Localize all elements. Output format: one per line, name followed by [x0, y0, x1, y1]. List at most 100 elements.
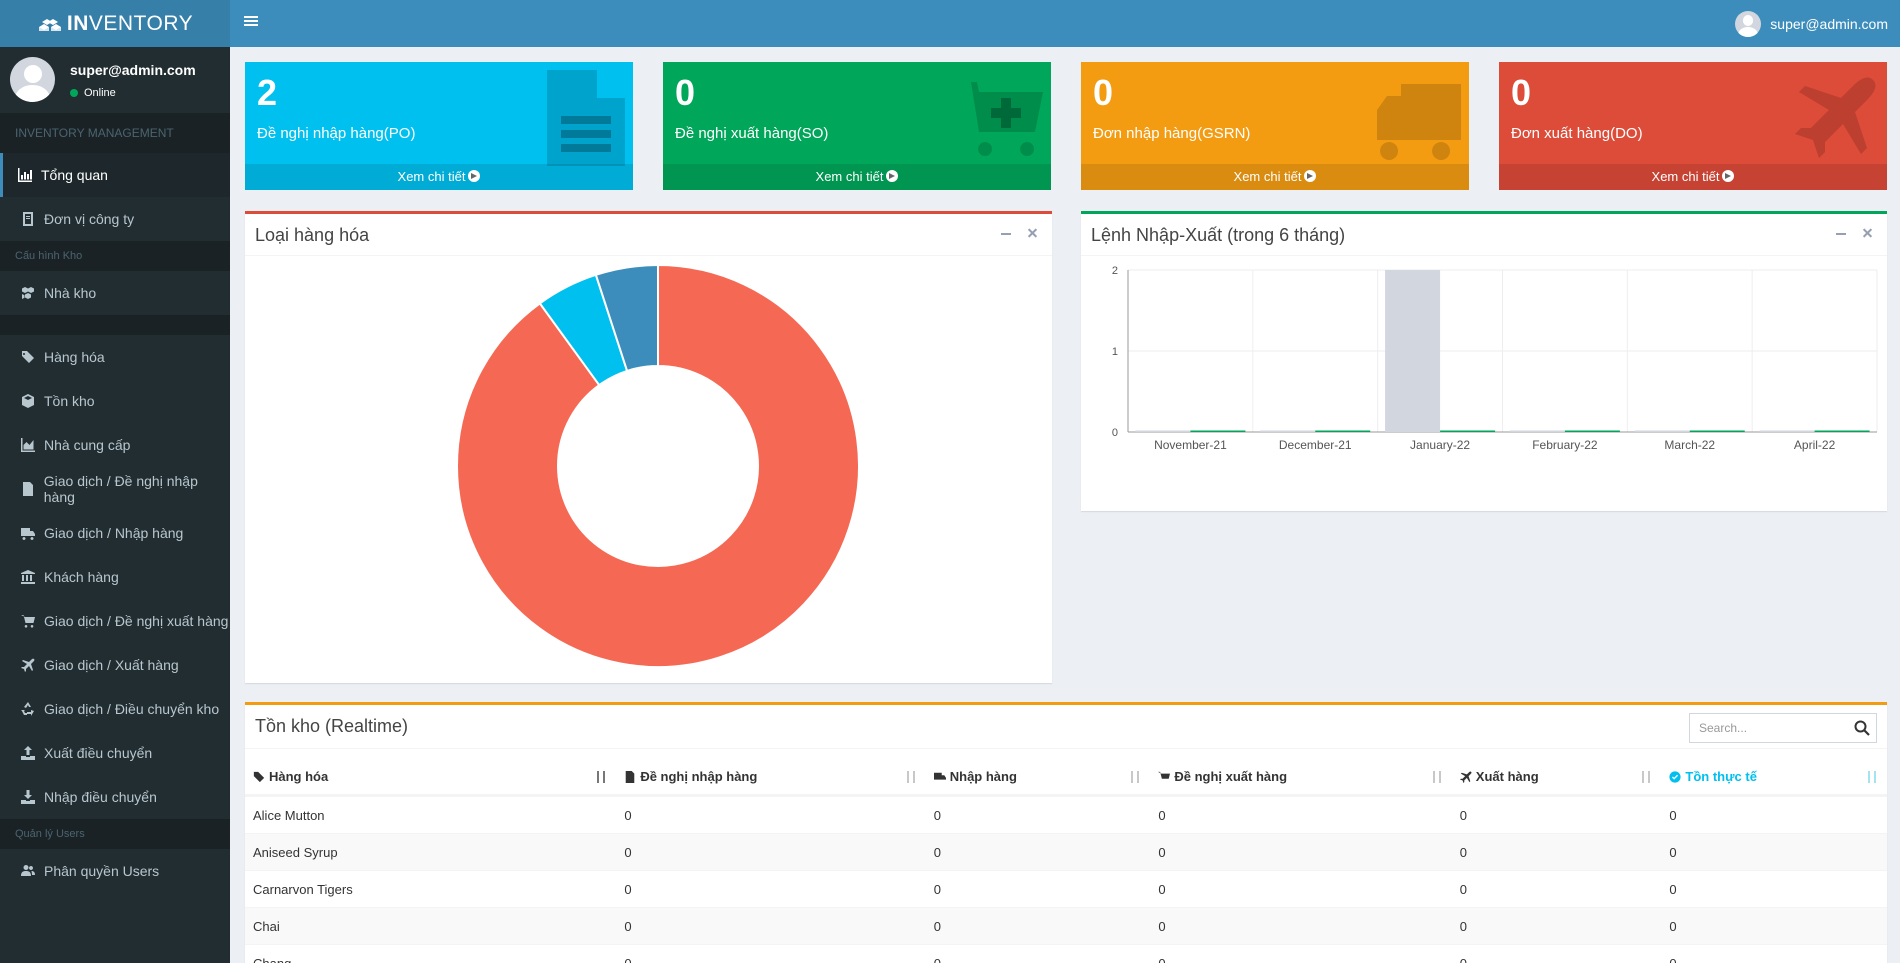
tags-icon — [253, 771, 265, 783]
sort-icon[interactable] — [906, 771, 918, 784]
sidebar-item-label: Phân quyền Users — [44, 863, 160, 879]
sidebar-toggle-icon[interactable] — [244, 14, 258, 28]
column-header-label: Nhập hàng — [949, 769, 1017, 784]
sidebar-item-transfer-in[interactable]: Nhập điều chuyển — [0, 775, 230, 819]
sidebar-section-header: Quản lý Users — [0, 819, 230, 849]
sidebar-item-warehouse[interactable]: Nhà kho — [0, 271, 230, 315]
close-icon[interactable] — [1026, 227, 1038, 239]
upload-icon — [20, 746, 36, 760]
user-avatar — [1735, 10, 1762, 37]
so-label: Đề nghị xuất hàng(SO) — [675, 125, 829, 142]
plane-icon — [20, 658, 36, 672]
truck-icon — [20, 526, 36, 540]
column-header-receipt[interactable]: Nhập hàng — [926, 759, 1151, 794]
table-row[interactable]: Alice Mutton 0 0 0 0 0 — [245, 796, 1887, 833]
gsrn-details-link[interactable]: Xem chi tiết — [1081, 164, 1469, 190]
info-box-do: 0 Đơn xuất hàng(DO) Xem chi tiết — [1499, 62, 1887, 190]
sidebar-item-company-units[interactable]: Đơn vị công ty — [0, 197, 230, 241]
sidebar-item-label: Giao dịch / Điều chuyển kho — [44, 701, 220, 717]
x-tick-label: January-22 — [1410, 438, 1470, 452]
sidebar-item-delivery[interactable]: Giao dịch / Xuất hàng — [0, 643, 230, 687]
download-icon — [20, 790, 36, 804]
gsrn-details-text: Xem chi tiết — [1233, 169, 1302, 184]
column-header-label: Đề nghị nhập hàng — [640, 769, 758, 784]
search-input[interactable] — [1690, 714, 1840, 742]
sidebar-item-stock[interactable]: Tồn kho — [0, 379, 230, 423]
info-box-gsrn: 0 Đơn nhập hàng(GSRN) Xem chi tiết — [1081, 62, 1469, 190]
column-header-sales-request[interactable]: Đề nghị xuất hàng — [1150, 759, 1451, 794]
so-count: 0 — [675, 72, 696, 113]
sort-icon[interactable] — [1432, 771, 1444, 784]
po-details-link[interactable]: Xem chi tiết — [245, 164, 633, 190]
online-dot-icon — [70, 89, 78, 97]
sidebar-item-dashboard[interactable]: Tổng quan — [0, 153, 230, 197]
table-row[interactable]: Chang 0 0 0 0 0 — [245, 944, 1887, 963]
sidebar-user-name: super@admin.com — [70, 62, 196, 78]
goods-type-donut-chart — [456, 263, 860, 668]
sort-icon[interactable] — [1867, 771, 1879, 784]
sidebar-item-transfer[interactable]: Giao dịch / Điều chuyển kho — [0, 687, 230, 731]
collapse-icon[interactable] — [1835, 227, 1847, 239]
so-details-link[interactable]: Xem chi tiết — [663, 164, 1051, 190]
column-header-actual-stock[interactable]: Tồn thực tế — [1661, 759, 1887, 794]
do-count: 0 — [1511, 72, 1532, 113]
bar-January-22-s0 — [1385, 270, 1441, 432]
bar-January-22-s1 — [1440, 430, 1496, 432]
file-text-icon — [20, 482, 36, 496]
arrow-circle-right-icon — [468, 170, 481, 182]
cell-delivery: 0 — [1459, 844, 1468, 860]
sort-icon[interactable] — [1130, 771, 1142, 784]
gsrn-count: 0 — [1093, 72, 1114, 113]
column-header-purchase-request[interactable]: Đề nghị nhập hàng — [616, 759, 925, 794]
panel-header: Loại hàng hóa — [245, 214, 1052, 256]
x-tick-label: April-22 — [1794, 438, 1836, 452]
cell-receipt: 0 — [933, 881, 941, 897]
user-status: Online — [70, 87, 116, 99]
cell-purchase-request: 0 — [624, 918, 632, 934]
sidebar-item-goods[interactable]: Hàng hóa — [0, 335, 230, 379]
plane-icon — [1793, 70, 1879, 166]
po-label: Đề nghị nhập hàng(PO) — [257, 125, 416, 142]
sidebar-item-transfer-out[interactable]: Xuất điều chuyển — [0, 731, 230, 775]
area-chart-icon — [20, 438, 36, 452]
y-tick-label: 2 — [1112, 265, 1118, 277]
y-tick-label: 0 — [1112, 427, 1118, 439]
sidebar: super@admin.com Online INVENTORY MANAGEM… — [0, 47, 230, 963]
cell-purchase-request: 0 — [624, 844, 632, 860]
sidebar-item-sales-request[interactable]: Giao dịch / Đề nghị xuất hàng — [0, 599, 230, 643]
cell-actual-stock: 0 — [1669, 955, 1677, 963]
sort-asc-icon[interactable] — [596, 771, 608, 784]
stock-table: Hàng hóa Đề nghị nhập hàng Nhập hàng Đề … — [245, 759, 1887, 963]
sidebar-avatar — [10, 57, 55, 102]
table-row[interactable]: Aniseed Syrup 0 0 0 0 0 — [245, 833, 1887, 870]
column-header-delivery[interactable]: Xuất hàng — [1452, 759, 1662, 794]
column-header-goods[interactable]: Hàng hóa — [245, 759, 616, 794]
do-details-link[interactable]: Xem chi tiết — [1499, 164, 1887, 190]
collapse-icon[interactable] — [1000, 227, 1012, 239]
cell-purchase-request: 0 — [624, 955, 632, 963]
table-row[interactable]: Chai 0 0 0 0 0 — [245, 907, 1887, 944]
bar-March-22-s1 — [1689, 430, 1745, 432]
search-icon[interactable] — [1854, 720, 1870, 736]
app-logo[interactable]: IN VENTORY — [0, 0, 230, 47]
sidebar-item-label: Xuất điều chuyển — [44, 745, 153, 761]
sidebar-spacer — [0, 315, 230, 335]
panel-tools — [1000, 227, 1038, 239]
sidebar-item-user-permissions[interactable]: Phân quyền Users — [0, 849, 230, 893]
top-user-email: super@admin.com — [1770, 15, 1888, 32]
column-header-label: Tồn thực tế — [1685, 769, 1757, 784]
cell-sales-request: 0 — [1158, 881, 1166, 897]
close-icon[interactable] — [1861, 227, 1873, 239]
users-icon — [20, 864, 36, 878]
recycle-icon — [20, 702, 36, 716]
table-row[interactable]: Carnarvon Tigers 0 0 0 0 0 — [245, 870, 1887, 907]
sidebar-item-goods-receipt[interactable]: Giao dịch / Nhập hàng — [0, 511, 230, 555]
sidebar-item-purchase-request[interactable]: Giao dịch / Đề nghị nhập hàng — [0, 467, 230, 511]
sidebar-item-customers[interactable]: Khách hàng — [0, 555, 230, 599]
sort-icon[interactable] — [1641, 771, 1653, 784]
cell-sales-request: 0 — [1158, 807, 1166, 823]
sidebar-item-label: Hàng hóa — [44, 349, 105, 365]
user-menu[interactable]: super@admin.com — [1735, 0, 1888, 47]
sidebar-item-suppliers[interactable]: Nhà cung cấp — [0, 423, 230, 467]
book-icon — [20, 212, 36, 226]
